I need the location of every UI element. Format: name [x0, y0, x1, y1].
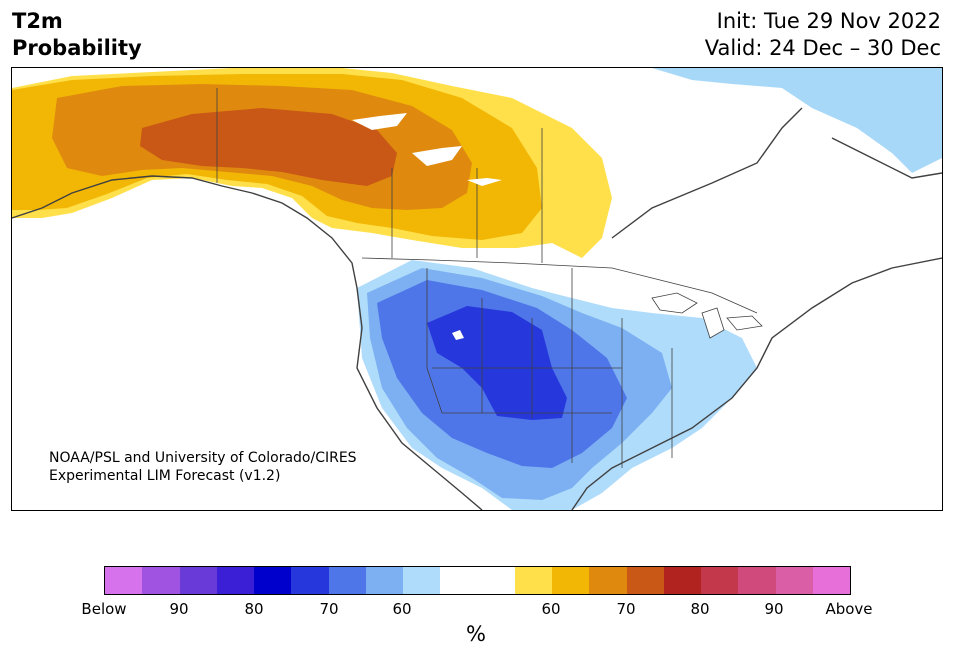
credit-line-2: Experimental LIM Forecast (v1.2) — [49, 468, 281, 484]
colorbar-cell — [812, 567, 850, 594]
colorbar-cell — [254, 567, 292, 594]
init-date: Init: Tue 29 Nov 2022 — [716, 9, 941, 33]
title-quantity: Probability — [12, 36, 142, 60]
colorbar-cell — [514, 567, 552, 594]
valid-range: Valid: 24 Dec – 30 Dec — [704, 36, 941, 60]
colorbar-cell — [365, 567, 403, 594]
forecast-map — [11, 67, 943, 511]
above-80-90-region — [140, 108, 397, 186]
colorbar-cell — [589, 567, 627, 594]
coastlines — [12, 107, 942, 510]
colorbar-tick-label: 80 — [690, 600, 710, 618]
colorbar-cell — [701, 567, 739, 594]
colorbar-cell — [179, 567, 217, 594]
colorbar-cell — [105, 567, 143, 594]
colorbar-cell — [328, 567, 366, 594]
colorbar-tick-label: Above — [825, 600, 873, 618]
colorbar-cell — [775, 567, 813, 594]
colorbar-cell — [477, 567, 515, 594]
credit-line-1: NOAA/PSL and University of Colorado/CIRE… — [49, 450, 357, 466]
map-title: T2m Probability — [12, 8, 142, 62]
hudson-bay-water — [652, 68, 942, 173]
colorbar-tick-label: 80 — [244, 600, 264, 618]
map-canvas — [12, 68, 942, 510]
colorbar-cell — [440, 567, 478, 594]
colorbar-cell — [626, 567, 664, 594]
colorbar-unit: % — [466, 622, 486, 646]
colorbar-tick-label: Below — [81, 600, 127, 618]
colorbar-cell — [142, 567, 180, 594]
colorbar-tick-labels: Below 90 80 70 60 60 70 80 90 Above — [81, 600, 872, 620]
political-borders — [216, 88, 758, 468]
colorbar-tick-label: 90 — [764, 600, 784, 618]
colorbar-tick-label: 60 — [541, 600, 561, 618]
forecast-dates: Init: Tue 29 Nov 2022 Valid: 24 Dec – 30… — [705, 8, 941, 62]
great-lakes — [651, 292, 763, 339]
colorbar-cell — [663, 567, 701, 594]
colorbar-cell — [738, 567, 776, 594]
colorbar-tick-label: 70 — [319, 600, 339, 618]
colorbar-tick-label: 90 — [169, 600, 189, 618]
colorbar-cell — [291, 567, 329, 594]
colorbar-tick-label: 70 — [616, 600, 636, 618]
title-variable: T2m — [12, 9, 63, 33]
map-credit: NOAA/PSL and University of Colorado/CIRE… — [49, 449, 357, 485]
colorbar-cell — [403, 567, 441, 594]
canadian-lakes — [352, 113, 502, 340]
colorbar-cell — [552, 567, 590, 594]
probability-colorbar — [104, 566, 851, 595]
colorbar-cell — [216, 567, 254, 594]
colorbar-tick-label: 60 — [392, 600, 412, 618]
